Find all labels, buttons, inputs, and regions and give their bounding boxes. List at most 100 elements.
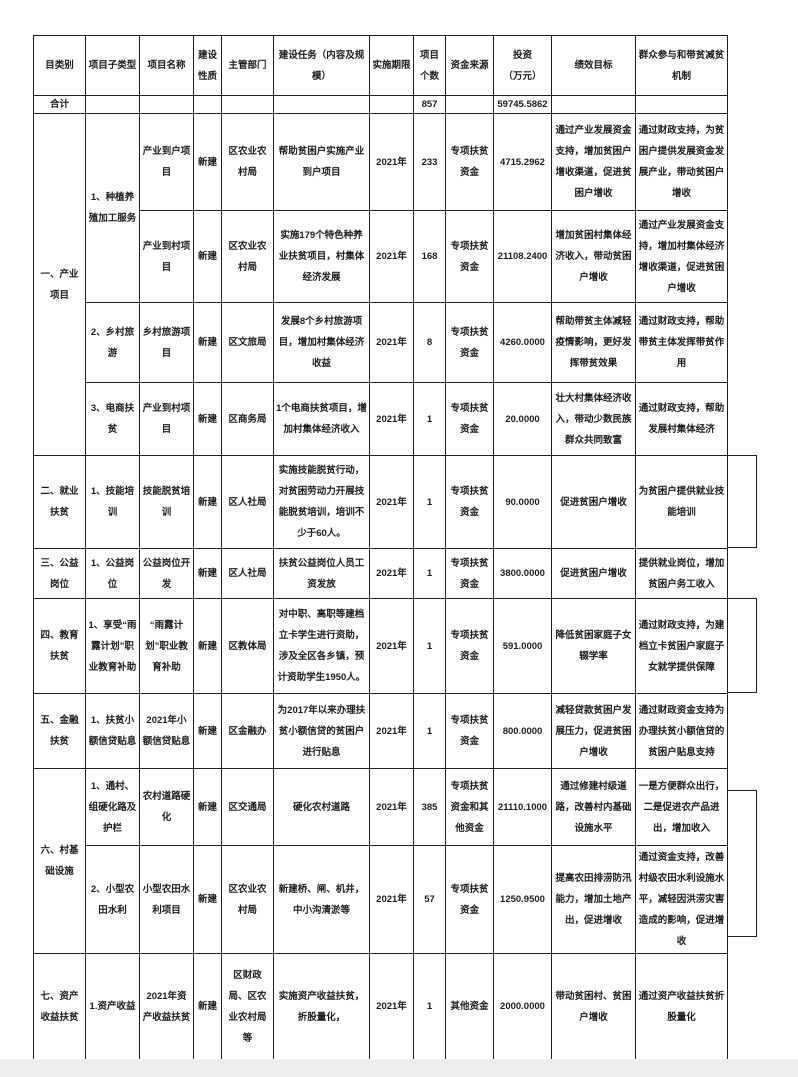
fund-source-cell: 专项扶贫资金: [445, 548, 494, 599]
department-cell: 区交通局: [221, 768, 274, 846]
build-nature-cell: 新建: [193, 302, 222, 383]
fund-source-cell: [445, 95, 494, 114]
task-cell: 硬化农村道路: [273, 768, 370, 846]
investment-cell: 59745.5862: [493, 95, 552, 114]
department-cell: 区农业农村局: [221, 210, 274, 303]
fund-source-cell: 专项扶贫资金: [445, 598, 494, 694]
project-name-cell: 农村道路硬化: [139, 768, 194, 846]
table-row: 3、电商扶贫 产业到村项目 新建 区商务局 1个电商扶贫项目，增加村集体经济收入…: [34, 382, 728, 456]
investment-cell: 20.0000: [493, 382, 552, 456]
table-row: 三、公益岗位 1、公益岗位 公益岗位开发 新建 区人社局 扶贫公益岗位人员工资发…: [33, 548, 728, 599]
table-row: 一、产业项目 1、种植养殖加工服务 产业到户项目 新建 区农业农村局 帮助贫困户…: [33, 113, 728, 456]
count-cell: 8: [413, 302, 446, 383]
period-cell: 2021年: [369, 953, 414, 1060]
header-category: 目类别: [33, 35, 86, 96]
build-nature-cell: 新建: [193, 953, 222, 1060]
department-cell: 区人社局: [221, 548, 274, 599]
project-name-cell: 小型农田水利项目: [139, 845, 194, 954]
task-cell: [273, 95, 370, 114]
fund-source-cell: 专项扶贫资金: [445, 210, 494, 303]
performance-cell: 降低贫困家庭子女辍学率: [551, 598, 636, 694]
header-performance: 绩效目标: [551, 35, 636, 96]
task-cell: 发展8个乡村旅游项目，增加村集体经济收益: [273, 302, 370, 383]
performance-cell: 壮大村集体经济收入，带动少数民族群众共同致富: [551, 382, 636, 456]
task-cell: 新建桥、闸、机井，中小沟清淤等: [273, 845, 370, 954]
project-name-cell: 产业到户项目: [139, 113, 194, 211]
investment-cell: 3800.0000: [493, 548, 552, 599]
count-cell: 385: [413, 768, 446, 846]
investment-cell: 90.0000: [493, 455, 552, 549]
count-cell: 1: [413, 598, 446, 694]
subtype-cell: 2、小型农田水利: [85, 845, 140, 954]
performance-cell: 减轻贷款贫困户发展压力，促进贫困户增收: [551, 693, 636, 769]
page-bottom-strip: [0, 1059, 798, 1077]
task-cell: 实施资产收益扶贫，折股量化，: [273, 953, 370, 1060]
fund-source-cell: 专项扶贫资金和其他资金: [445, 768, 494, 846]
count-cell: 1: [413, 455, 446, 549]
mechanism-cell: 一是方便群众出行，二是促进农产品进出，增加收入: [635, 768, 728, 846]
fund-source-cell: 专项扶贫资金: [445, 302, 494, 383]
mechanism-cell: 通过财政资金支持为办理扶贫小额信贷的贫困户贴息支持: [635, 693, 728, 769]
subtype-cell: 1、享受“雨露计划”职业教育补助: [85, 598, 140, 694]
header-task: 建设任务（内容及规模）: [273, 35, 370, 96]
subtype-cell: 1、公益岗位: [85, 548, 140, 599]
mechanism-cell: [635, 95, 728, 114]
empty-outline-box: [727, 598, 757, 693]
investment-cell: 21110.1000: [493, 768, 552, 846]
table-row: 二、就业扶贫 1、技能培训 技能脱贫培训 新建 区人社局 实施技能脱贫行动，对贫…: [33, 455, 728, 549]
project-name-cell: 公益岗位开发: [139, 548, 194, 599]
period-cell: 2021年: [369, 768, 414, 846]
period-cell: 2021年: [369, 382, 414, 456]
performance-cell: 通过修建村级道路，改善村内基础设施水平: [551, 768, 636, 846]
table-row: 2、小型农田水利 小型农田水利项目 新建 区农业农村局 新建桥、闸、机井，中小沟…: [34, 845, 728, 954]
header-row: 目类别 项目子类型 项目名称 建设性质 主管部门 建设任务（内容及规模） 实施期…: [33, 35, 728, 96]
mechanism-cell: 通过财政支持，帮助带贫主体发挥带贫作用: [635, 302, 728, 383]
department-cell: 区财政局、区农业农村局等: [221, 953, 274, 1060]
build-nature-cell: 新建: [193, 845, 222, 954]
mechanism-cell: 通过资产收益扶贫折股量化: [635, 953, 728, 1060]
investment-cell: 591.0000: [493, 598, 552, 694]
header-period: 实施期限: [369, 35, 414, 96]
task-cell: 1个电商扶贫项目，增加村集体经济收入: [273, 382, 370, 456]
task-cell: 实施179个特色种养业扶贫项目，村集体经济发展: [273, 210, 370, 303]
performance-cell: 帮助带贫主体减轻疫情影响，更好发挥带贫效果: [551, 302, 636, 383]
department-cell: [221, 95, 274, 114]
header-mechanism: 群众参与和带贫减贫机制: [635, 35, 728, 96]
count-cell: 1: [413, 382, 446, 456]
mechanism-cell: 通过财政支持，帮助发展村集体经济: [635, 382, 728, 456]
period-cell: 2021年: [369, 113, 414, 211]
department-cell: 区文旅局: [221, 302, 274, 383]
header-count: 项目个数: [413, 35, 446, 96]
subtype-cell: 3、电商扶贫: [85, 382, 140, 456]
mechanism-cell: 通过财政支持，为贫困户提供发展资金发展产业，带动贫困户增收: [635, 113, 728, 211]
count-cell: 857: [413, 95, 446, 114]
build-nature-cell: [193, 95, 222, 114]
investment-cell: 4715.2962: [493, 113, 552, 211]
count-cell: 1: [413, 548, 446, 599]
period-cell: 2021年: [369, 302, 414, 383]
category-cell: 七、资产收益扶贫: [33, 953, 86, 1060]
investment-cell: 21108.2400: [493, 210, 552, 303]
project-name-cell: 技能脱贫培训: [139, 455, 194, 549]
period-cell: 2021年: [369, 598, 414, 694]
fund-source-cell: 专项扶贫资金: [445, 382, 494, 456]
build-nature-cell: 新建: [193, 210, 222, 303]
mechanism-cell: 为贫困户提供就业技能培训: [635, 455, 728, 549]
table-row: 四、教育扶贫 1、享受“雨露计划”职业教育补助 “雨露计划”职业教育补助 新建 …: [33, 598, 728, 694]
category-cell: 五、金融扶贫: [33, 693, 86, 769]
subtype-cell: [85, 95, 140, 114]
mechanism-cell: 通过财政支持，为建档立卡贫困户家庭子女就学提供保障: [635, 598, 728, 694]
build-nature-cell: 新建: [193, 693, 222, 769]
period-cell: 2021年: [369, 693, 414, 769]
table-row: 七、资产收益扶贫 1.资产收益 2021年资产收益扶贫 新建 区财政局、区农业农…: [33, 953, 728, 1060]
period-cell: 2021年: [369, 210, 414, 303]
count-cell: 168: [413, 210, 446, 303]
header-subtype: 项目子类型: [85, 35, 140, 96]
department-cell: 区金融办: [221, 693, 274, 769]
performance-cell: 促进贫困户增收: [551, 455, 636, 549]
task-cell: 扶贫公益岗位人员工资发放: [273, 548, 370, 599]
task-cell: 帮助贫困户实施产业到户项目: [273, 113, 370, 211]
empty-outline-box: [727, 790, 757, 937]
department-cell: 区教体局: [221, 598, 274, 694]
